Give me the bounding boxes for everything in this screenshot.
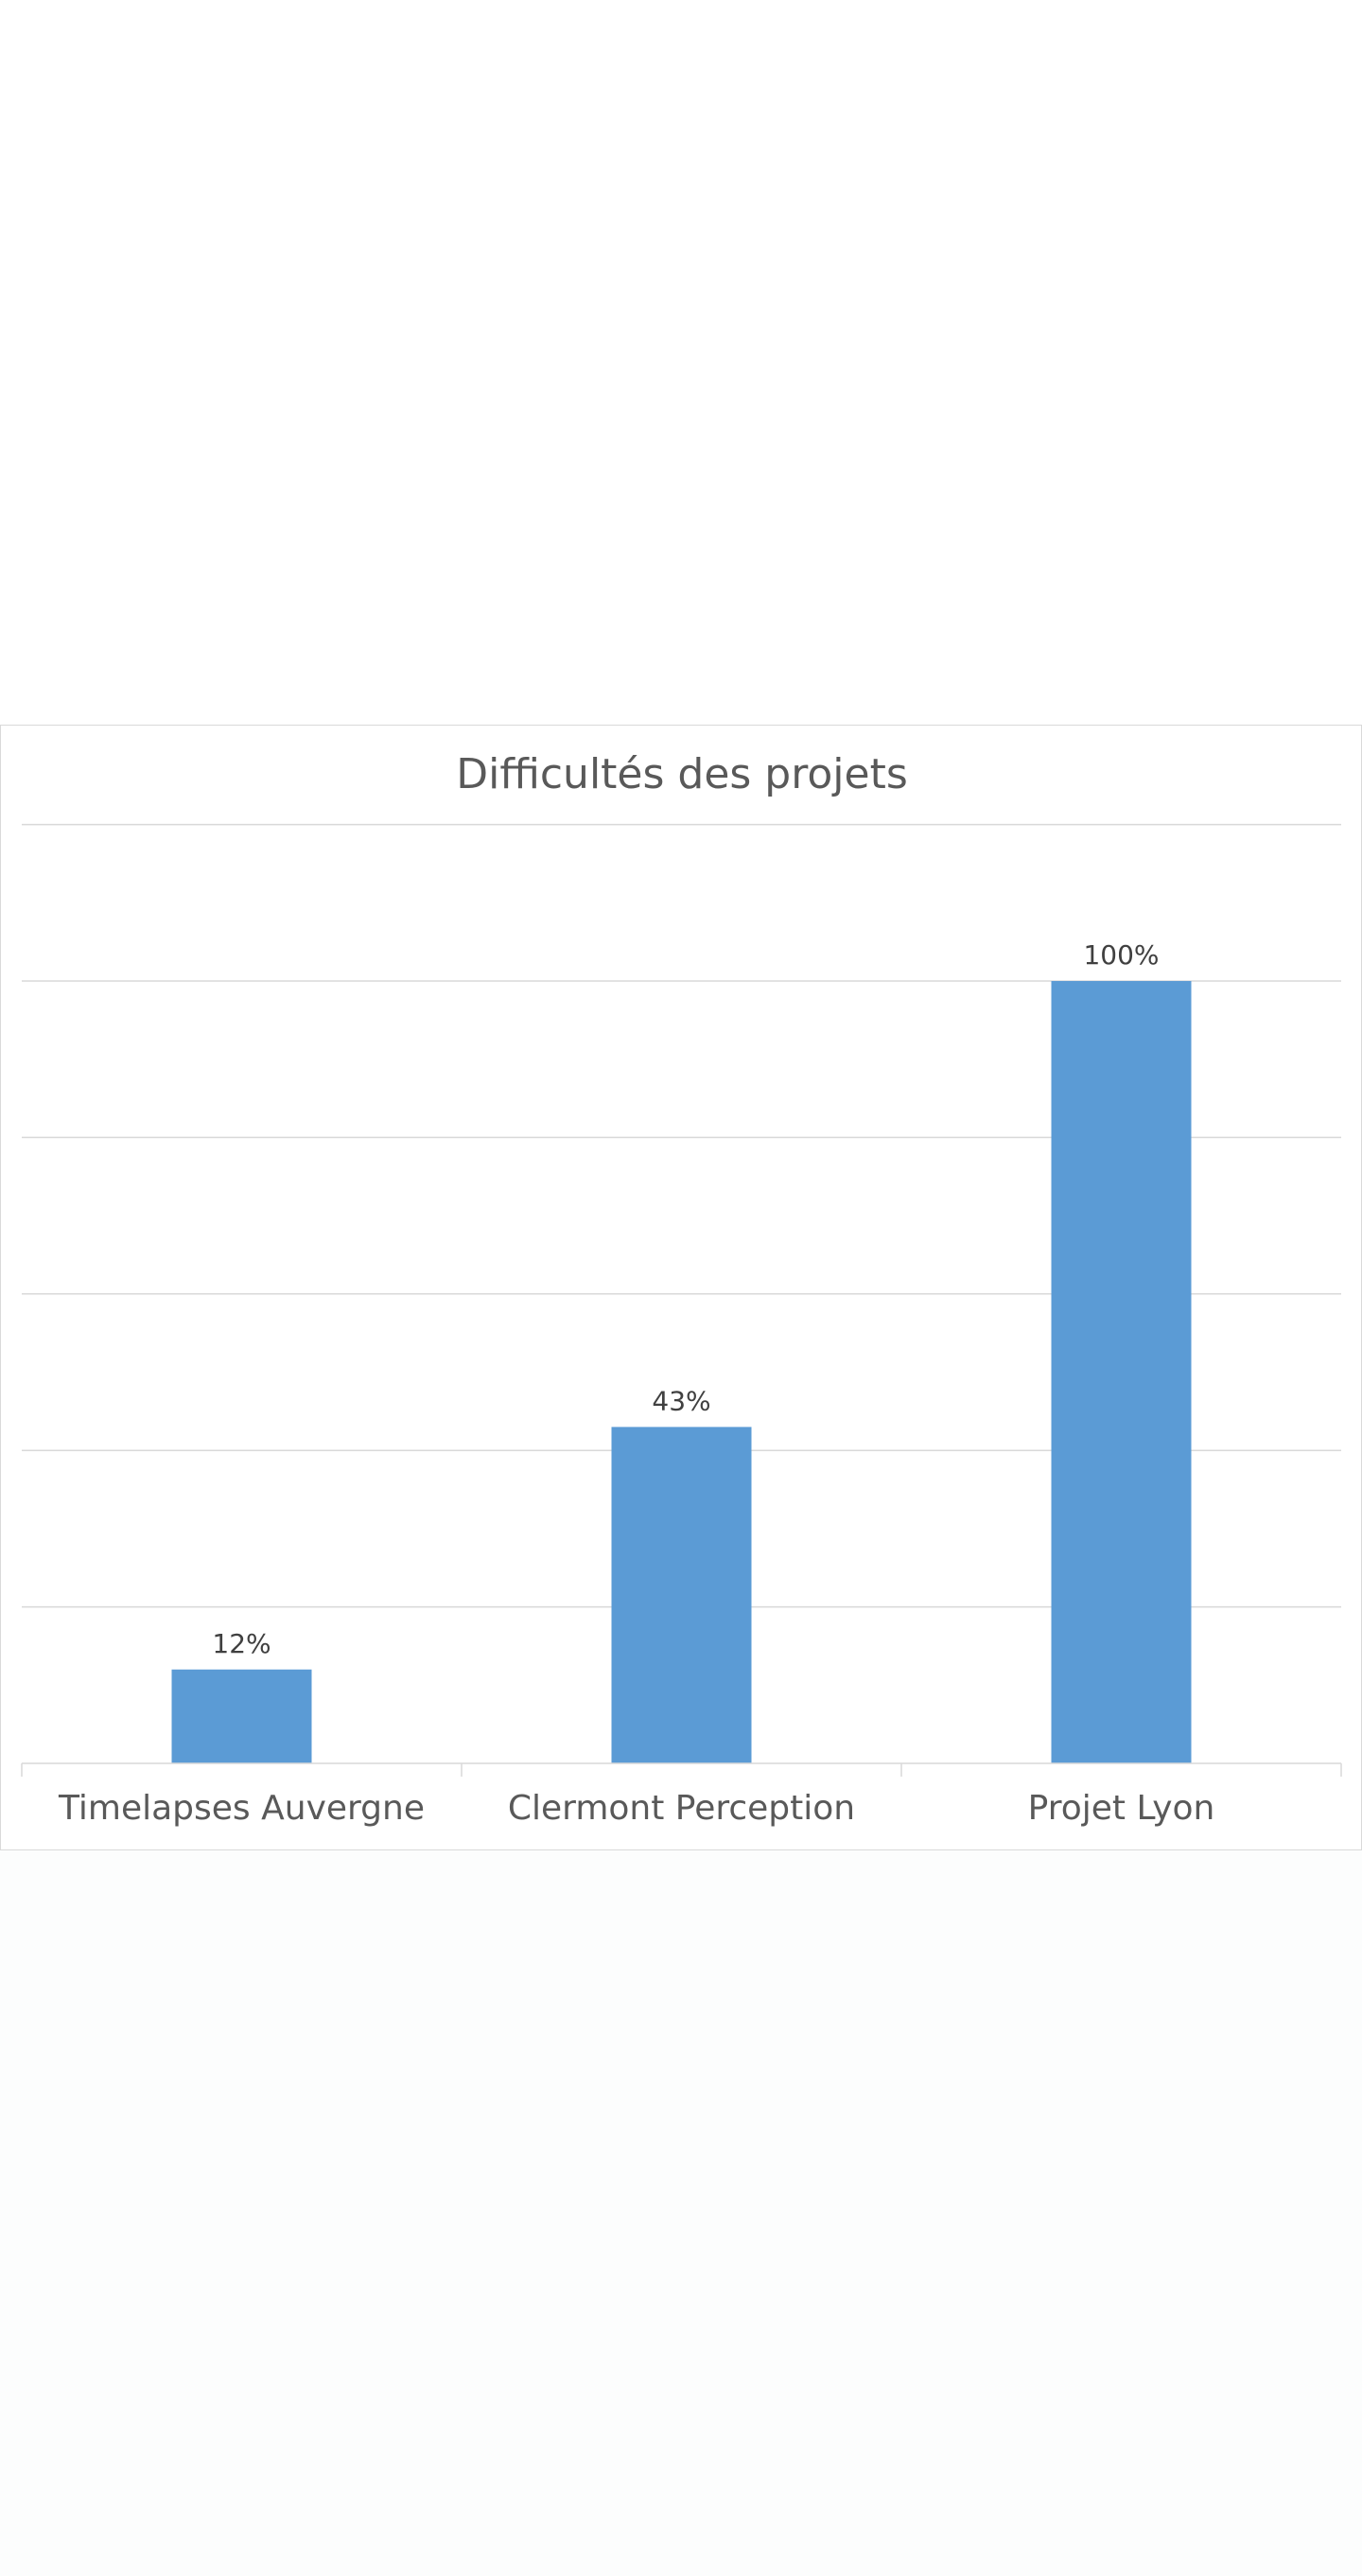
data-label: 100% bbox=[1083, 939, 1159, 971]
x-tick-label: Clermont Perception bbox=[508, 1789, 855, 1828]
bars bbox=[171, 981, 1192, 1763]
x-tick-label: Projet Lyon bbox=[1028, 1789, 1215, 1828]
x-axis: Timelapses Auvergne Clermont Perception Pr… bbox=[21, 1762, 1342, 1828]
bar bbox=[611, 1427, 752, 1763]
bar-chart: Difficultés des projets 12% 43% 100% Timel… bbox=[21, 750, 1342, 1828]
blank-area-top bbox=[0, 0, 1362, 725]
bar bbox=[171, 1669, 312, 1763]
chart-container: Difficultés des projets 12% 43% 100% Timel… bbox=[0, 725, 1362, 1850]
x-tick-label: Timelapses Auvergne bbox=[58, 1789, 425, 1828]
data-labels: 12% 43% 100% bbox=[212, 939, 1159, 1659]
data-label: 12% bbox=[212, 1628, 271, 1659]
chart-title: Difficultés des projets bbox=[456, 750, 908, 798]
data-label: 43% bbox=[652, 1385, 710, 1416]
bar bbox=[1051, 981, 1192, 1763]
